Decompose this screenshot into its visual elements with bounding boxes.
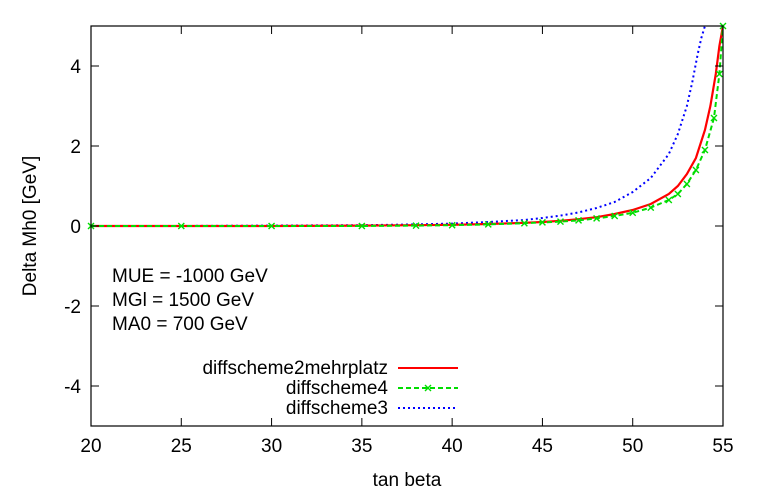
series-point-diffscheme4 — [520, 219, 528, 227]
annotation-layer: MUE = -1000 GeV MGl = 1500 GeV MA0 = 700 G… — [112, 266, 268, 335]
legend-label: diffscheme2mehrplatz — [202, 358, 388, 379]
y-tick-label: 0 — [70, 217, 81, 238]
x-tick-label: 25 — [171, 436, 192, 457]
series-point-diffscheme4 — [647, 204, 655, 212]
x-tick-label: 50 — [622, 436, 643, 457]
annotation-text: MGl = 1500 GeV — [112, 290, 254, 311]
series-point-diffscheme4 — [692, 166, 700, 174]
x-tick-label: 35 — [351, 436, 372, 457]
legend-marker-diffscheme4 — [424, 384, 432, 392]
x-tick-label: 30 — [261, 436, 282, 457]
series-point-diffscheme4 — [358, 222, 366, 230]
legend: diffscheme2mehrplatzdiffscheme4diffschem… — [202, 358, 458, 419]
axis-layer: 20 25 30 35 40 45 50 55 -4 -2 0 2 4 — [64, 26, 734, 457]
series-point-diffscheme4 — [556, 218, 564, 226]
series-point-diffscheme4 — [268, 222, 276, 230]
y-tick-label: -4 — [64, 377, 81, 398]
series-point-diffscheme4 — [701, 146, 709, 154]
annotation-text: MA0 = 700 GeV — [112, 314, 248, 335]
annotation-text: MUE = -1000 GeV — [112, 266, 268, 287]
legend-label: diffscheme4 — [286, 378, 389, 399]
x-axis-label: tan beta — [373, 470, 442, 491]
series-point-diffscheme4 — [448, 221, 456, 229]
y-tick-label: -2 — [64, 297, 81, 318]
series-point-diffscheme4 — [412, 222, 420, 230]
y-tick-label: 2 — [70, 137, 81, 158]
y-tick-label: 4 — [70, 57, 81, 78]
series-point-diffscheme4 — [575, 216, 583, 224]
x-tick-label: 45 — [532, 436, 553, 457]
x-tick-label: 40 — [442, 436, 463, 457]
series-point-diffscheme4 — [593, 214, 601, 222]
series-layer — [87, 22, 727, 230]
legend-label: diffscheme3 — [286, 398, 388, 419]
series-point-diffscheme4 — [683, 180, 691, 188]
series-point-diffscheme4 — [665, 196, 673, 204]
series-point-diffscheme4 — [710, 114, 718, 122]
series-point-diffscheme4 — [715, 70, 723, 78]
series-point-diffscheme4 — [484, 220, 492, 228]
series-point-diffscheme4 — [629, 209, 637, 217]
series-point-diffscheme4 — [538, 218, 546, 226]
y-axis-label: Delta Mh0 [GeV] — [20, 156, 41, 296]
series-point-diffscheme4 — [674, 190, 682, 198]
x-tick-label: 55 — [712, 436, 733, 457]
plot-frame — [90, 25, 724, 427]
x-tick-label: 20 — [80, 436, 101, 457]
series-point-diffscheme4 — [177, 222, 185, 230]
series-point-diffscheme4 — [611, 212, 619, 220]
